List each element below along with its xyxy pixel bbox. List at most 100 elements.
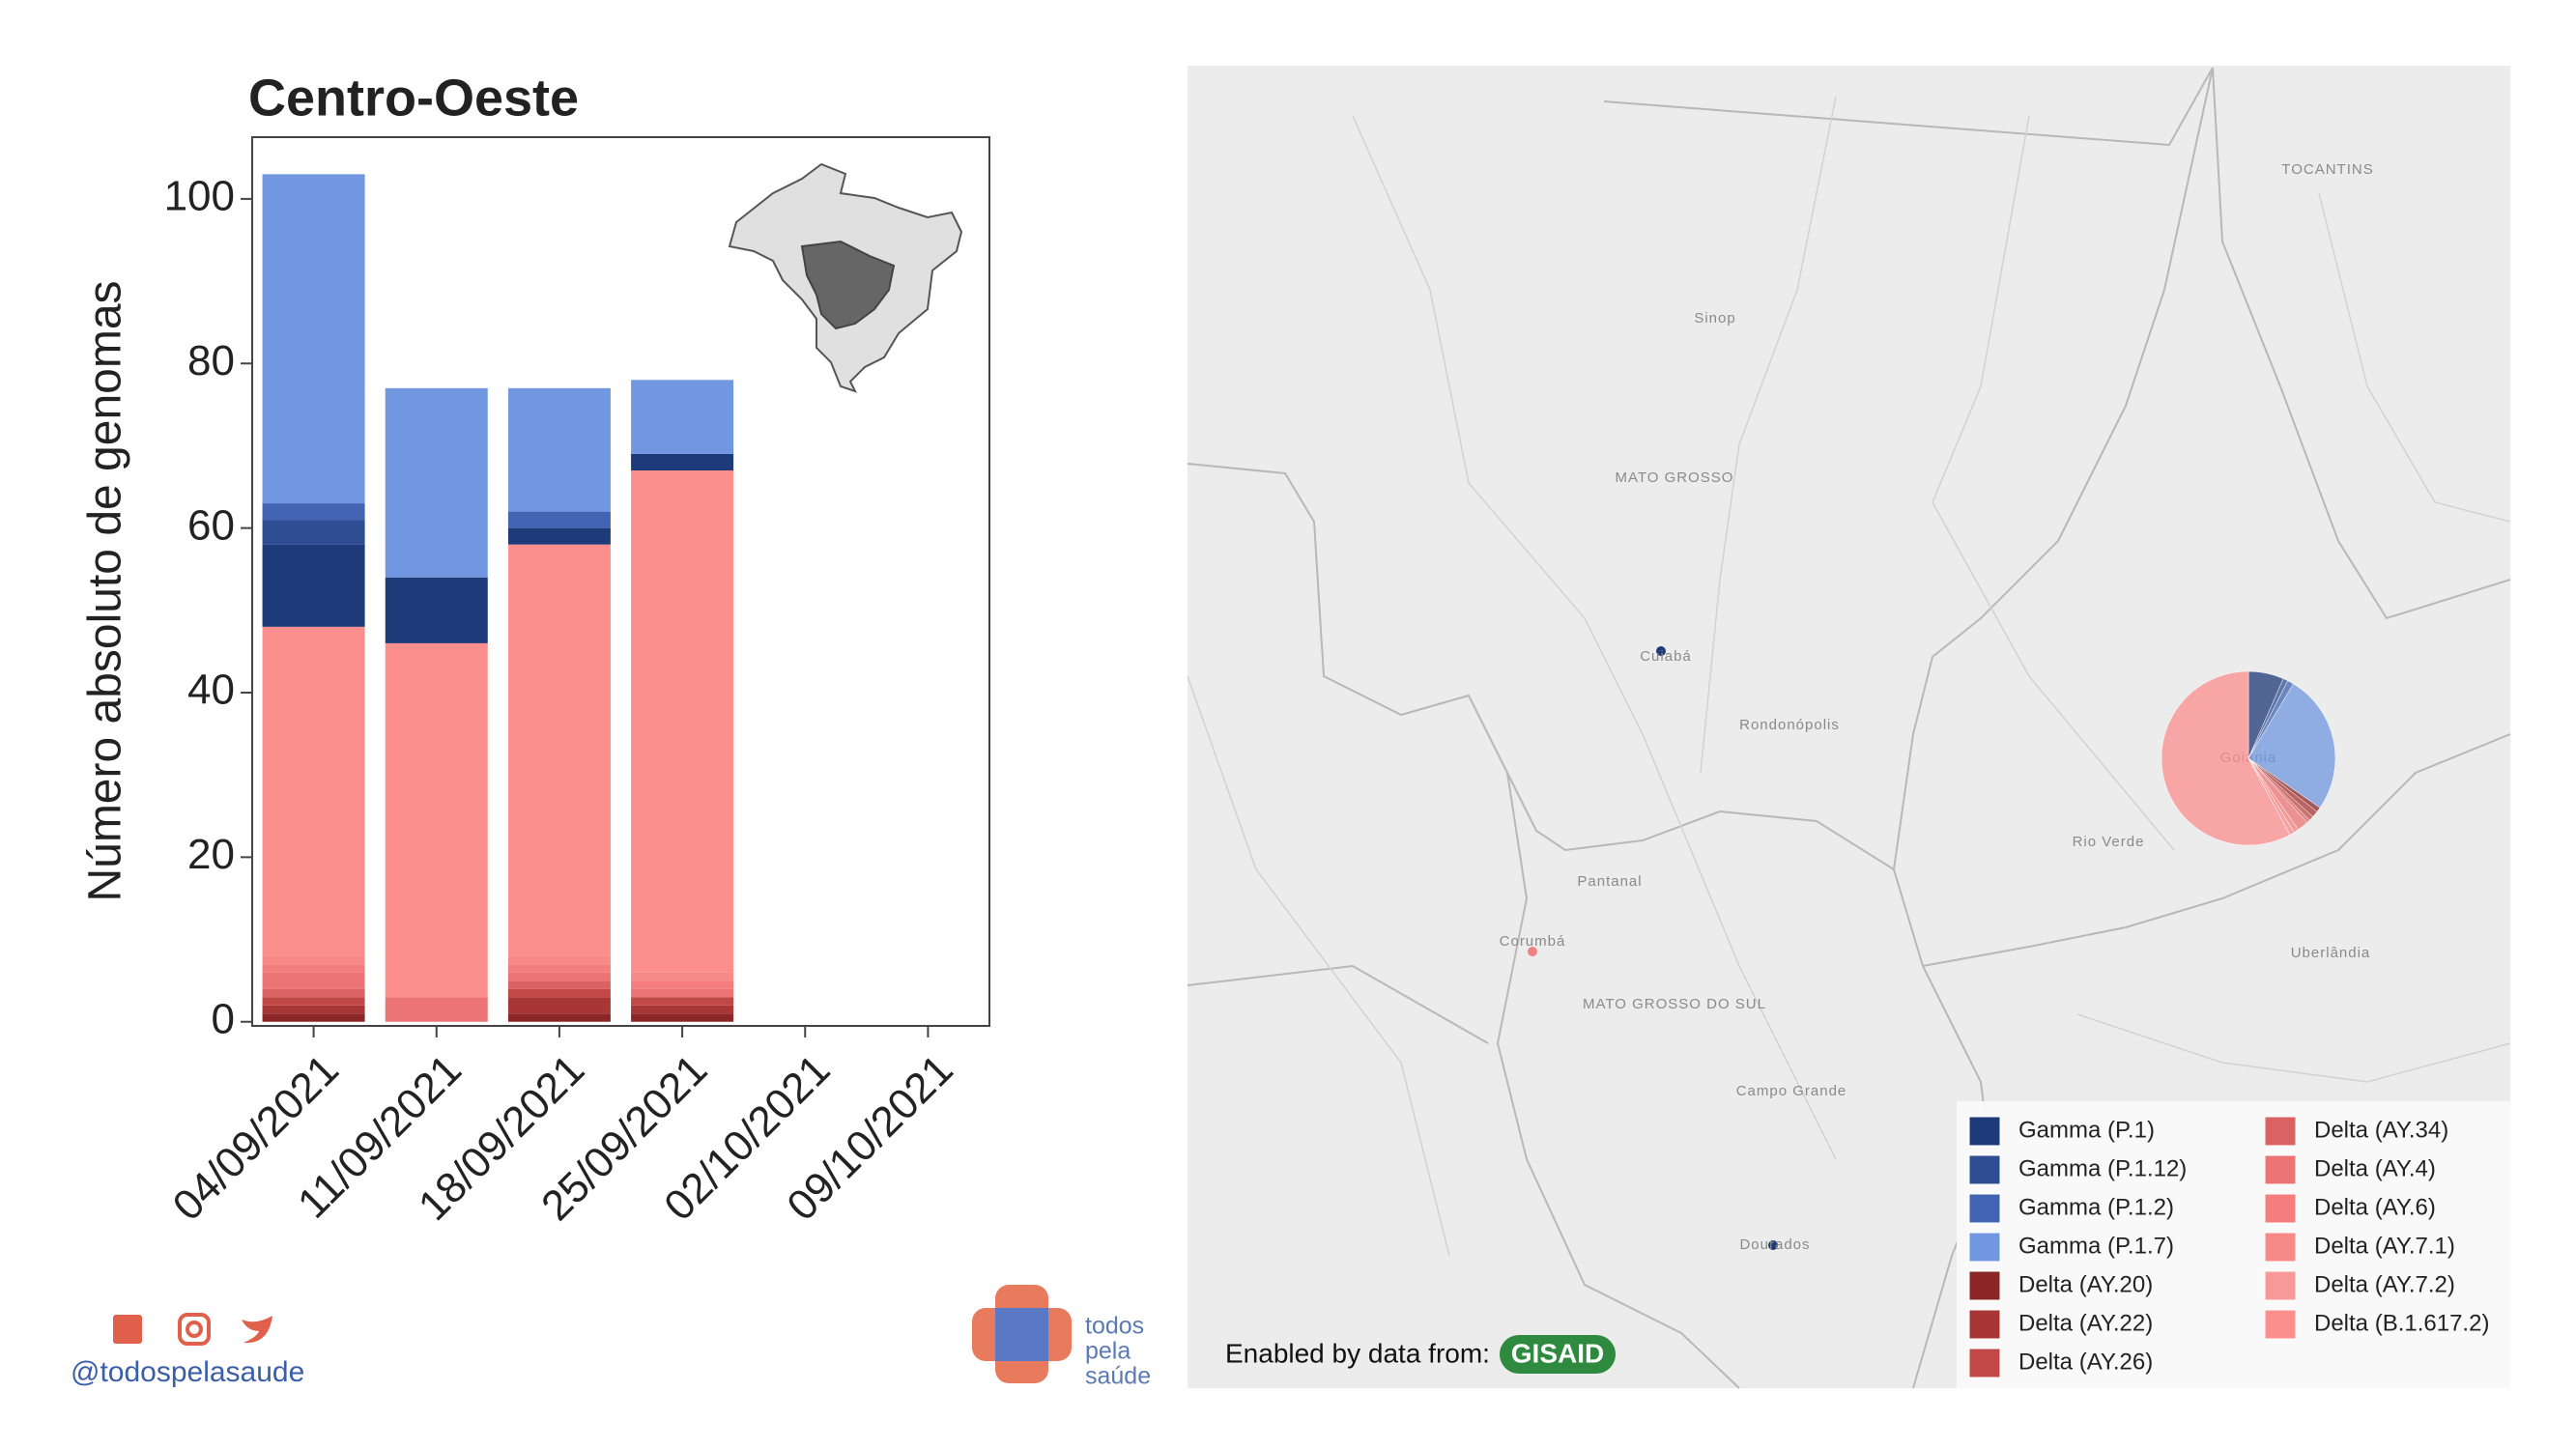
legend: Gamma (P.1) Gamma (P.1.12) Gamma (P.1.2) Ga… — [1968, 1116, 2489, 1378]
legend-label: Delta (B.1.617.2) — [2314, 1310, 2489, 1336]
bar-segment — [507, 544, 611, 956]
bar-segment — [262, 964, 365, 973]
legend-label: Gamma (P.1.7) — [2018, 1233, 2174, 1259]
bar-segment — [385, 387, 488, 578]
map-label: MATO GROSSO — [1616, 469, 1734, 486]
map-label: Pantanal — [1577, 873, 1642, 890]
bar-segment — [631, 997, 734, 1006]
footer-logo-text: pela — [1085, 1338, 1131, 1365]
legend-swatch — [1968, 1232, 2001, 1263]
bar-segment — [262, 988, 365, 998]
legend-swatch — [1968, 1193, 2001, 1224]
bar-segment — [631, 972, 734, 981]
legend-label: Delta (AY.34) — [2314, 1117, 2448, 1143]
bar-segment — [507, 972, 611, 981]
bar-segment — [262, 997, 365, 1006]
y-tick-label: 0 — [212, 995, 235, 1042]
bar-segment — [507, 511, 611, 528]
legend-swatch — [2264, 1232, 2297, 1263]
bar-segment — [631, 380, 734, 454]
map: TOCANTINS MATO GROSSO MATO GROSSO DO SUL Si… — [1187, 66, 2511, 1389]
bar-segment — [631, 988, 734, 998]
legend-swatch — [1968, 1348, 2001, 1378]
legend-swatch — [1968, 1270, 2001, 1301]
legend-swatch — [1968, 1116, 2001, 1147]
legend-label: Gamma (P.1.2) — [2018, 1194, 2174, 1220]
map-label: Dourados — [1739, 1236, 1810, 1253]
legend-label: Delta (AY.7.2) — [2314, 1271, 2455, 1297]
map-label: Cuiabá — [1640, 648, 1692, 665]
legend-label: Delta (AY.4) — [2314, 1155, 2436, 1181]
y-axis-label: Número absoluto de genomas — [80, 280, 131, 901]
footer-handle: @todospelasaude — [71, 1356, 304, 1388]
legend-label: Gamma (P.1.12) — [2018, 1155, 2187, 1181]
footer-logo-mark — [972, 1285, 1072, 1383]
y-tick-label: 60 — [187, 501, 235, 549]
bar-segment — [507, 964, 611, 973]
legend-swatch — [2264, 1154, 2297, 1185]
gisaid-logo: GISAID — [1511, 1338, 1604, 1368]
footer-logo-text: saúde — [1085, 1363, 1151, 1390]
bar-segment — [262, 1013, 365, 1022]
map-label: Corumbá — [1500, 933, 1566, 950]
y-tick-label: 80 — [187, 337, 235, 384]
pie-slice — [2247, 683, 2336, 809]
map-label: Campo Grande — [1736, 1083, 1847, 1099]
y-tick-label: 40 — [187, 667, 235, 714]
legend-swatch — [2264, 1116, 2297, 1147]
map-label: Rio Verde — [2073, 834, 2145, 850]
brazil-inset — [728, 162, 963, 393]
map-label: Sinop — [1694, 310, 1735, 327]
plot-frame — [251, 136, 990, 1027]
y-tick-label: 100 — [164, 173, 235, 220]
bar-segment — [507, 1013, 611, 1022]
bar-segment — [507, 527, 611, 545]
bar-segment — [262, 1005, 365, 1014]
y-tick-label: 20 — [187, 831, 235, 878]
bar-segment — [507, 980, 611, 989]
bar-segment — [262, 520, 365, 545]
bar-segment — [631, 470, 734, 973]
bar-segment — [631, 453, 734, 470]
footer-logo-text: todos — [1085, 1313, 1144, 1340]
chart-title: Centro-Oeste — [248, 69, 579, 127]
bar-segment — [631, 1013, 734, 1022]
legend-swatch — [2264, 1193, 2297, 1224]
bar-segment — [631, 1005, 734, 1014]
legend-box — [1957, 1101, 2510, 1388]
bar-segment — [262, 544, 365, 627]
pie — [2161, 670, 2336, 846]
legend-label: Delta (AY.26) — [2018, 1349, 2153, 1375]
bar-segment — [385, 642, 488, 998]
legend-swatch — [2264, 1309, 2297, 1340]
gisaid-badge — [1500, 1335, 1616, 1374]
bar-segment — [262, 503, 365, 521]
bar-segment — [385, 577, 488, 643]
legend-label: Delta (AY.7.1) — [2314, 1233, 2455, 1259]
legend-swatch — [1968, 1154, 2001, 1185]
bar-segment — [262, 972, 365, 989]
bar-segment — [507, 997, 611, 1014]
map-label: TOCANTINS — [2281, 161, 2373, 178]
map-label: Uberlândia — [2291, 945, 2371, 961]
bar-segment — [507, 955, 611, 965]
bar-segment — [507, 387, 611, 512]
bar-segment — [507, 988, 611, 998]
pie-slice — [2161, 670, 2291, 846]
legend-label: Delta (AY.20) — [2018, 1271, 2153, 1297]
map-label: Rondonópolis — [1739, 717, 1840, 733]
legend-swatch — [1968, 1309, 2001, 1340]
legend-label: Delta (AY.22) — [2018, 1310, 2153, 1336]
map-credit: Enabled by data from: — [1225, 1338, 1490, 1368]
bar-segment — [631, 980, 734, 989]
social-icons — [113, 1313, 272, 1346]
legend-label: Gamma (P.1) — [2018, 1117, 2155, 1143]
map-label: MATO GROSSO DO SUL — [1583, 996, 1766, 1012]
legend-label: Delta (AY.6) — [2314, 1194, 2436, 1220]
bar-segment — [262, 955, 365, 965]
bar-segment — [385, 997, 488, 1022]
bar-segment — [262, 626, 365, 956]
legend-swatch — [2264, 1270, 2297, 1301]
bar-segment — [262, 174, 365, 504]
